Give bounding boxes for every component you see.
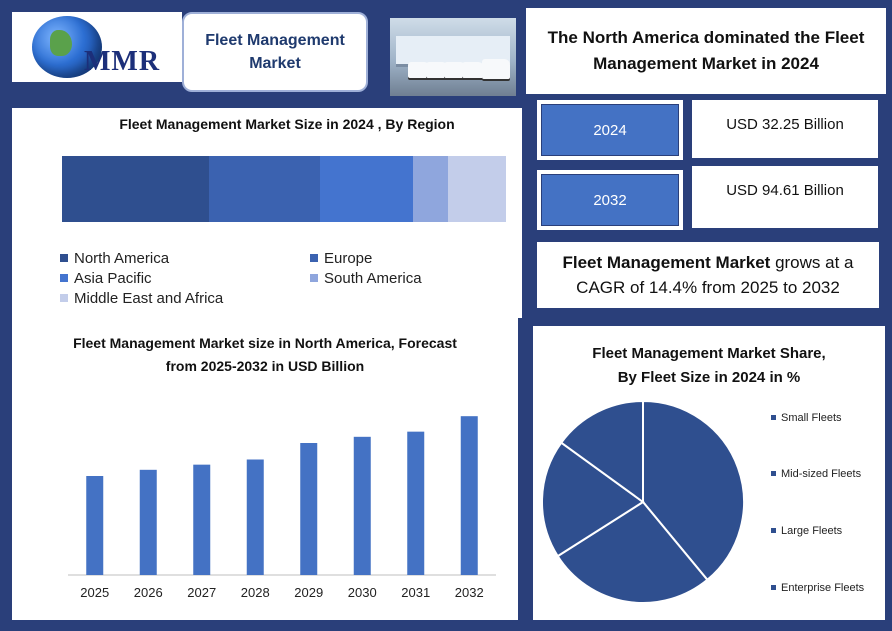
year-2032-box: 2032: [537, 170, 683, 230]
bar-2028: [246, 459, 264, 575]
legend-swatch: [60, 254, 68, 263]
legend-swatch: [60, 294, 68, 303]
cagr-statement: Fleet Management Market grows at a CAGR …: [537, 242, 879, 308]
x-tick-label: 2028: [241, 585, 270, 600]
legend-item: Asia Pacific: [60, 270, 152, 287]
pie-slice-enterprise-fleets: [559, 399, 644, 504]
year-2024-box: 2024: [537, 100, 683, 160]
legend-swatch: [771, 414, 776, 420]
headline: The North America dominated the Fleet Ma…: [526, 8, 886, 94]
legend-label: Asia Pacific: [74, 270, 152, 287]
region-segment-south-america: [412, 156, 449, 222]
legend-swatch: [310, 274, 318, 283]
legend-item: North America: [60, 250, 169, 267]
pie-legend-label: Small Fleets: [781, 412, 842, 424]
bar-2025: [86, 476, 104, 575]
pie-slice-large-fleets: [541, 441, 645, 558]
cagr-subject: Fleet Management Market: [562, 252, 771, 272]
legend-item: Europe: [310, 250, 372, 267]
logo: MMR: [12, 12, 182, 82]
legend-swatch: [771, 527, 776, 533]
value-2024: USD 32.25 Billion: [692, 100, 878, 158]
fleet-size-pie-panel: Fleet Management Market Share, By Fleet …: [533, 326, 885, 620]
year-2032-label: 2032: [541, 174, 679, 226]
x-tick-label: 2026: [134, 585, 163, 600]
fleet-size-pie-title: Fleet Management Market Share, By Fleet …: [592, 345, 826, 386]
region-segment-asia-pacific: [319, 156, 413, 222]
fleet-size-pie-chart: [541, 399, 745, 604]
region-segment-europe: [208, 156, 320, 222]
bar-2026: [139, 469, 157, 575]
legend-swatch: [60, 274, 68, 283]
legend-label: Europe: [324, 250, 373, 267]
x-tick-label: 2032: [455, 585, 484, 600]
pie-legend-item: Enterprise Fleets: [771, 582, 864, 594]
legend-label: South America: [324, 270, 422, 287]
pie-legend-item: Large Fleets: [771, 525, 842, 537]
legend-swatch: [771, 584, 776, 590]
bar-2032: [460, 416, 478, 575]
pie-legend-item: Small Fleets: [771, 412, 842, 424]
legend-item: South America: [310, 270, 422, 287]
region-chart-title: Fleet Management Market Size in 2024 , B…: [119, 116, 455, 132]
logo-text: MMR: [84, 46, 161, 77]
na-forecast-chart-panel: Fleet Management Market size in North Am…: [12, 318, 518, 620]
bar-2031: [407, 431, 425, 575]
region-stacked-bar: [62, 156, 506, 222]
fleet-vans-image: [390, 18, 516, 96]
value-2032: USD 94.61 Billion: [692, 166, 878, 228]
na-forecast-bar-chart: 2025 2026 2027 2028 2029 2030 2031 2032: [68, 416, 496, 600]
legend-label: North America: [74, 250, 170, 267]
x-tick-label: 2029: [294, 585, 323, 600]
x-tick-label: 2030: [348, 585, 377, 600]
globe-icon: [32, 16, 102, 78]
region-segment-middle-east-and-africa: [448, 156, 506, 222]
region-chart-panel: Fleet Management Market Size in 2024 , B…: [12, 108, 522, 318]
year-2024-label: 2024: [541, 104, 679, 156]
legend-swatch: [310, 254, 318, 263]
pie-legend-label: Enterprise Fleets: [781, 582, 865, 594]
pie-legend-label: Large Fleets: [781, 525, 843, 537]
pie-slice-small-fleets: [642, 399, 745, 582]
pie-legend-label: Mid-sized Fleets: [781, 468, 862, 480]
page-title: Fleet Management Market: [182, 12, 368, 92]
legend-label: Middle East and Africa: [74, 290, 224, 307]
x-tick-label: 2025: [80, 585, 109, 600]
legend-swatch: [771, 470, 776, 476]
bar-2030: [353, 436, 371, 575]
legend-item: Middle East and Africa: [60, 290, 223, 307]
na-forecast-chart-title: Fleet Management Market size in North Am…: [73, 335, 457, 375]
x-tick-label: 2027: [187, 585, 216, 600]
cagr-text: grows at a CAGR of 14.4% from 2025 to 20…: [576, 252, 854, 298]
pie-legend-item: Mid-sized Fleets: [771, 468, 861, 480]
bar-2027: [193, 464, 211, 575]
pie-slice-mid-sized-fleets: [556, 500, 709, 604]
region-segment-north-america: [62, 156, 209, 222]
x-tick-label: 2031: [401, 585, 430, 600]
bar-2029: [300, 443, 318, 575]
